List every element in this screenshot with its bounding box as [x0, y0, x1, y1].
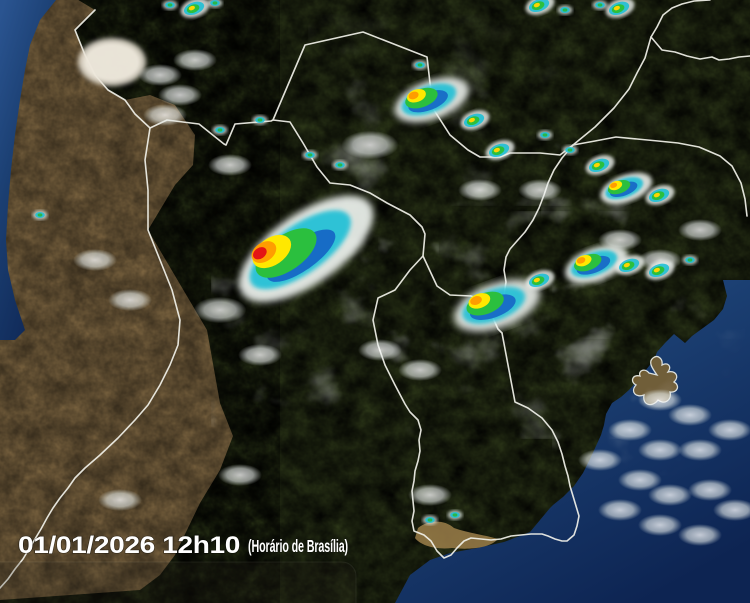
svg-text:01/01/2026 12h10: 01/01/2026 12h10	[18, 532, 240, 559]
svg-text:(Horário de Brasília): (Horário de Brasília)	[248, 536, 348, 556]
